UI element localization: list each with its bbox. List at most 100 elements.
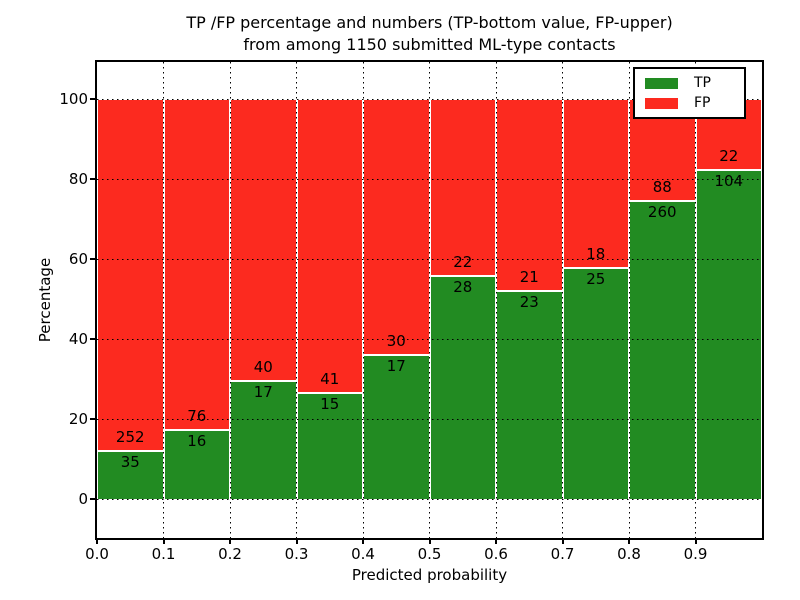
fp-count-label: 22 <box>719 147 739 165</box>
gridline-vertical <box>628 62 630 538</box>
tp-count-label: 28 <box>453 278 473 296</box>
tp-count-label: 17 <box>253 382 273 401</box>
x-tick-mark <box>162 538 165 544</box>
y-tick-label: 40 <box>68 330 88 348</box>
bars-layer <box>97 62 762 538</box>
bar-tp-segment <box>496 289 563 499</box>
x-tick-mark <box>362 538 364 544</box>
x-tick-label: 0.2 <box>218 545 242 563</box>
tp-count-label: 25 <box>586 269 606 288</box>
x-axis-label: Predicted probability <box>351 566 508 584</box>
bar-tp-segment <box>363 354 430 499</box>
x-tick-label: 0.5 <box>417 545 442 563</box>
legend: TP FP <box>633 67 746 119</box>
fp-count-label: 21 <box>519 267 539 286</box>
x-tick-label: 0.9 <box>683 545 708 563</box>
bar-fp-segment <box>163 99 230 430</box>
bar-fp-segment <box>496 99 563 290</box>
gridline-horizontal <box>97 338 762 340</box>
y-tick-mark <box>90 498 96 500</box>
y-tick-label: 20 <box>68 410 88 428</box>
bar-fp-segment <box>363 99 430 355</box>
fp-count-label: 76 <box>187 407 207 426</box>
gridline-horizontal <box>97 498 762 500</box>
x-tick-mark <box>561 538 564 544</box>
chart-title-line1: TP /FP percentage and numbers (TP-bottom… <box>186 13 673 32</box>
chart-title: TP /FP percentage and numbers (TP-bottom… <box>97 12 762 56</box>
x-tick-mark <box>428 538 431 544</box>
gridline-vertical <box>695 62 696 538</box>
y-tick-label: 80 <box>68 170 88 188</box>
gridline-horizontal <box>97 98 762 100</box>
legend-tp-label: TP <box>694 75 711 91</box>
x-tick-mark <box>229 538 231 544</box>
tp-count-label: 104 <box>714 172 744 190</box>
bar-fp-segment <box>97 99 164 451</box>
y-axis-label: Percentage <box>36 257 54 343</box>
fp-count-label: 88 <box>652 178 672 197</box>
x-tick-label: 0.0 <box>85 545 109 563</box>
y-tick-mark <box>90 258 96 260</box>
bar-fp-segment <box>429 99 496 275</box>
tp-count-label: 15 <box>320 394 340 413</box>
fp-count-label: 30 <box>386 332 406 351</box>
x-tick-mark <box>694 538 697 544</box>
bar-tp-segment <box>296 391 363 499</box>
bar-tp-segment <box>695 169 762 499</box>
bar-labels-layer: 252 35 76 16 40 17 41 15 30 17 22 28 21 23 18 25 88 260 22… <box>97 62 762 538</box>
plot-area: 252 35 76 16 40 17 41 15 30 17 22 28 21 23 18 25 88 260 22… <box>95 60 764 540</box>
x-tick-mark <box>295 538 298 544</box>
x-tick-label: 0.7 <box>550 545 575 563</box>
legend-item-fp: FP <box>641 95 738 111</box>
x-tick-label: 0.8 <box>617 545 641 563</box>
legend-fp-label: FP <box>694 95 711 111</box>
tp-count-label: 16 <box>187 432 207 451</box>
fp-count-label: 252 <box>115 428 145 447</box>
fp-count-label: 40 <box>253 357 273 376</box>
bar-tp-segment <box>163 429 230 499</box>
legend-tp-swatch <box>645 77 678 89</box>
legend-item-tp: TP <box>641 75 738 91</box>
bar-fp-segment <box>296 99 363 392</box>
chart-title-line2: from among 1150 submitted ML-type contac… <box>243 35 616 54</box>
legend-fp-swatch <box>645 97 678 109</box>
x-tick-mark <box>628 538 630 544</box>
y-tick-mark <box>90 98 96 100</box>
gridline-vertical <box>362 62 364 538</box>
tp-count-label: 260 <box>647 203 677 222</box>
x-tick-label: 0.1 <box>151 545 176 563</box>
gridline-horizontal <box>97 178 762 180</box>
fp-count-label: 22 <box>453 253 473 271</box>
fp-count-label: 41 <box>320 369 340 388</box>
y-tick-label: 60 <box>68 250 88 268</box>
gridline-horizontal <box>97 418 762 420</box>
gridline-vertical <box>495 62 497 538</box>
y-tick-mark <box>90 338 96 340</box>
bar-fp-segment <box>562 99 629 267</box>
gridline-vertical <box>562 62 563 538</box>
bar-fp-segment <box>230 99 297 380</box>
grid-layer <box>97 62 762 538</box>
tp-count-label: 23 <box>519 292 539 311</box>
x-tick-mark <box>495 538 497 544</box>
tp-count-label: 17 <box>386 357 406 376</box>
gridline-vertical <box>163 62 164 538</box>
bar-tp-segment <box>230 379 297 499</box>
fp-count-label: 18 <box>586 244 606 263</box>
gridline-vertical <box>296 62 297 538</box>
gridline-horizontal <box>97 258 762 260</box>
x-tick-label: 0.4 <box>351 545 375 563</box>
x-tick-label: 0.6 <box>484 545 508 563</box>
x-tick-label: 0.3 <box>284 545 309 563</box>
gridline-vertical <box>229 62 231 538</box>
y-tick-label: 0 <box>78 490 88 508</box>
y-tick-mark <box>90 418 96 420</box>
bar-tp-segment <box>97 450 164 499</box>
tp-count-label: 35 <box>120 453 140 472</box>
y-tick-mark <box>90 178 96 180</box>
gridline-vertical <box>429 62 430 538</box>
x-tick-mark <box>96 538 98 544</box>
y-tick-label: 100 <box>59 90 88 108</box>
bar-tp-segment <box>629 200 696 499</box>
